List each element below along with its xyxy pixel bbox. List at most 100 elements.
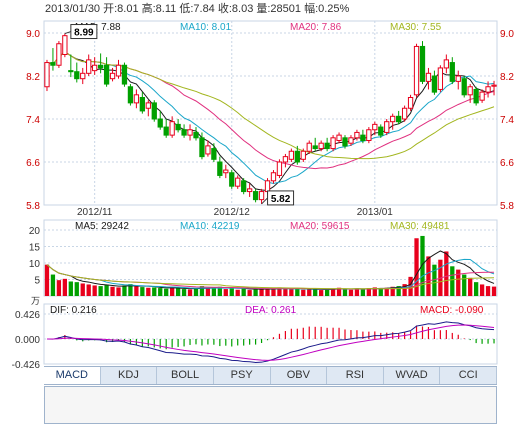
volume-bar bbox=[348, 289, 354, 296]
candle-body bbox=[336, 134, 342, 141]
price-tick-label-right: 8.2 bbox=[500, 72, 514, 83]
macd-tick-label: 0.426 bbox=[15, 310, 40, 321]
candle-body bbox=[252, 191, 259, 201]
candle-body bbox=[390, 115, 396, 123]
candle-body bbox=[330, 137, 336, 150]
candle-body bbox=[449, 62, 455, 82]
volume-bar bbox=[366, 288, 371, 296]
volume-bar bbox=[485, 286, 491, 296]
tab-rsi[interactable]: RSI bbox=[327, 367, 384, 384]
volume-bar bbox=[491, 286, 497, 296]
price-annotation-box bbox=[267, 190, 295, 206]
overview-navigator[interactable] bbox=[44, 386, 497, 424]
candle-body bbox=[318, 142, 324, 150]
volume-bar bbox=[324, 289, 330, 296]
volume-bar bbox=[313, 289, 318, 296]
volume-bar bbox=[426, 256, 431, 296]
candle-body bbox=[157, 118, 163, 128]
volume-bar bbox=[283, 288, 288, 296]
price-ma5-line bbox=[46, 51, 495, 192]
volume-bar bbox=[420, 235, 425, 296]
candle-body bbox=[425, 72, 432, 82]
tab-kdj[interactable]: KDJ bbox=[101, 367, 158, 384]
volume-bar bbox=[241, 288, 246, 296]
volume-bar bbox=[164, 288, 169, 296]
candle-body bbox=[270, 172, 277, 182]
volume-bar bbox=[378, 288, 383, 296]
candle-body bbox=[103, 64, 110, 85]
tab-wvad[interactable]: WVAD bbox=[384, 367, 441, 384]
candle-body bbox=[145, 102, 151, 109]
candle-body bbox=[437, 67, 444, 90]
candle-body bbox=[229, 172, 235, 187]
price-annotation-label: 5.82 bbox=[271, 194, 291, 205]
candle-body bbox=[217, 161, 223, 176]
volume-bar bbox=[170, 287, 175, 296]
tab-psy[interactable]: PSY bbox=[214, 367, 271, 384]
volume-bar bbox=[223, 289, 228, 296]
volume-bar bbox=[98, 286, 103, 296]
candle-body bbox=[86, 59, 92, 74]
volume-bar bbox=[396, 286, 401, 296]
candle-body bbox=[288, 150, 295, 160]
price-annotation-label: 8.99 bbox=[74, 28, 94, 39]
candle-body bbox=[443, 59, 449, 69]
volume-ma-legend: MA10: 42219 bbox=[180, 221, 240, 232]
candle-body bbox=[175, 123, 181, 131]
macd-dea-line bbox=[46, 324, 495, 361]
volume-bar bbox=[181, 289, 187, 296]
volume-ma-legend: MA5: 29242 bbox=[75, 221, 129, 232]
price-panel-frame bbox=[43, 20, 498, 206]
tab-boll[interactable]: BOLL bbox=[157, 367, 214, 384]
candle-body bbox=[246, 188, 253, 193]
tab-obv[interactable]: OBV bbox=[271, 367, 328, 384]
volume-bar bbox=[122, 285, 127, 296]
volume-bar bbox=[259, 288, 264, 296]
volume-bar bbox=[187, 289, 193, 296]
volume-bar bbox=[175, 288, 181, 296]
candle-body bbox=[241, 180, 247, 193]
quote-header: 2013/01/30 开:8.01 高:8.11 低:7.84 收:8.03 量… bbox=[45, 3, 350, 15]
tab-macd[interactable]: MACD bbox=[44, 367, 101, 384]
candle-body bbox=[407, 97, 414, 109]
candle-body bbox=[467, 86, 473, 96]
candle-body bbox=[187, 129, 193, 136]
candle-body bbox=[419, 45, 426, 82]
candle-body bbox=[62, 35, 68, 55]
price-tick-label-left: 8.2 bbox=[26, 72, 40, 83]
volume-bar bbox=[211, 287, 217, 296]
candle-body bbox=[300, 150, 306, 160]
candle-body bbox=[235, 177, 241, 187]
date-tick-label: 2012/11 bbox=[77, 207, 113, 218]
candle-body bbox=[121, 64, 128, 85]
candle-body bbox=[461, 78, 467, 96]
volume-bar bbox=[390, 286, 395, 296]
volume-bar bbox=[277, 287, 282, 296]
candle-body bbox=[324, 142, 330, 150]
candle-body bbox=[74, 71, 80, 80]
volume-bar bbox=[462, 274, 467, 296]
candle-body bbox=[413, 45, 420, 96]
candle-body bbox=[169, 121, 175, 136]
price-annotation-box bbox=[70, 24, 98, 40]
candle-body bbox=[223, 169, 229, 174]
volume-bar bbox=[205, 288, 211, 296]
volume-bar bbox=[152, 287, 157, 296]
tab-cci[interactable]: CCI bbox=[440, 367, 497, 384]
volume-bar bbox=[372, 287, 377, 296]
indicator-tabs: MACD KDJ BOLL PSY OBV RSI WVAD CCI bbox=[44, 366, 497, 385]
volume-bar bbox=[44, 264, 50, 296]
volume-bar bbox=[56, 280, 62, 296]
volume-bar bbox=[92, 285, 97, 296]
volume-bar bbox=[265, 288, 270, 296]
volume-ma-legend: MA30: 49481 bbox=[390, 221, 450, 232]
candle-body bbox=[354, 131, 360, 139]
candle-body bbox=[44, 62, 50, 88]
candle-body bbox=[50, 62, 56, 66]
volume-bar bbox=[307, 289, 312, 296]
price-annotation-leader bbox=[261, 197, 268, 205]
volume-bar bbox=[271, 289, 276, 296]
date-tick-label: 2013/01 bbox=[357, 207, 394, 218]
candle-body bbox=[80, 72, 86, 80]
